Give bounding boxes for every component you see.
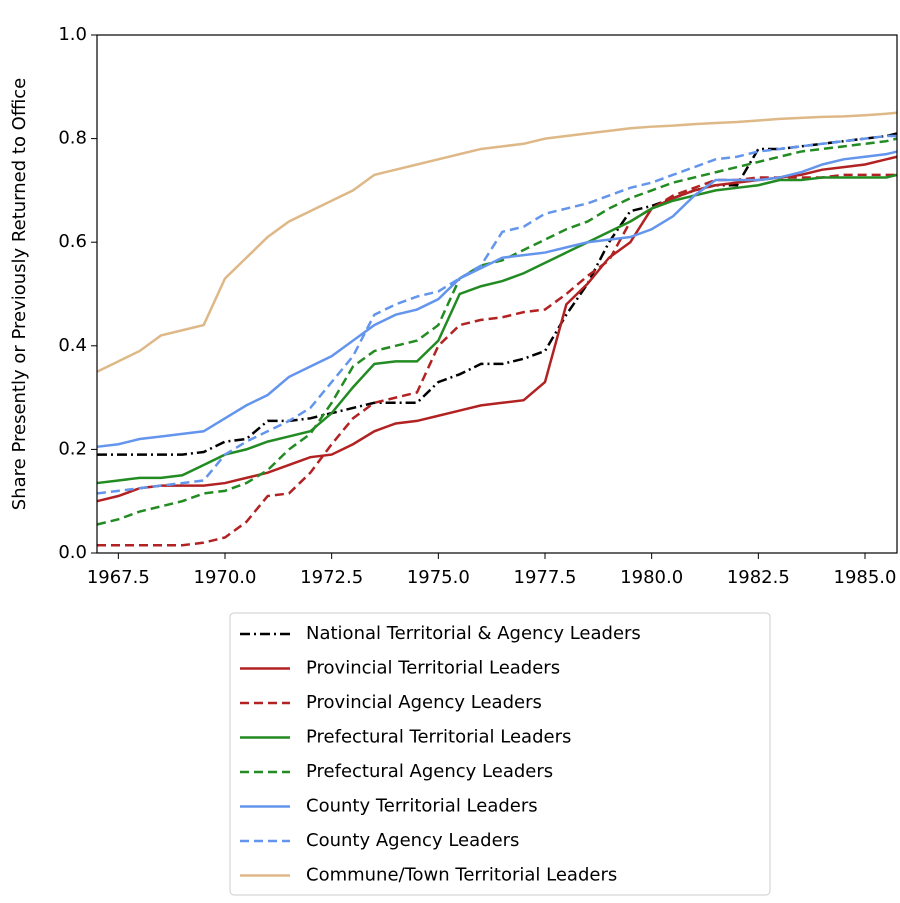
legend-label: Prefectural Territorial Leaders bbox=[306, 727, 571, 748]
series-line bbox=[96, 137, 898, 526]
x-tick-label: 1982.5 bbox=[727, 567, 790, 588]
y-tick-label: 0.6 bbox=[58, 231, 87, 252]
series-line bbox=[96, 155, 898, 503]
y-tick-label: 0.0 bbox=[58, 542, 87, 563]
x-tick-label: 1977.5 bbox=[514, 567, 577, 588]
series-line bbox=[96, 111, 898, 373]
legend-box bbox=[229, 612, 771, 896]
plot-frame bbox=[96, 34, 898, 554]
legend-label: Commune/Town Territorial Leaders bbox=[306, 865, 617, 886]
x-tick-label: 1975.0 bbox=[407, 567, 470, 588]
legend-label: Prefectural Agency Leaders bbox=[306, 761, 553, 782]
x-tick-label: 1972.5 bbox=[300, 567, 363, 588]
x-tick-label: 1985.0 bbox=[834, 567, 897, 588]
series-line bbox=[96, 134, 897, 495]
x-tick-label: 1967.5 bbox=[87, 567, 150, 588]
y-axis-label: Share Presently or Previously Returned t… bbox=[9, 78, 30, 510]
y-tick-label: 1.0 bbox=[58, 24, 87, 45]
legend-label: County Agency Leaders bbox=[306, 830, 519, 851]
legend-label: National Territorial & Agency Leaders bbox=[306, 623, 641, 644]
legend-label: Provincial Agency Leaders bbox=[306, 692, 542, 713]
series-line bbox=[97, 132, 898, 456]
y-tick-label: 0.4 bbox=[58, 335, 87, 356]
y-tick-label: 0.2 bbox=[58, 438, 87, 459]
x-tick-label: 1980.0 bbox=[620, 567, 683, 588]
legend-label: County Territorial Leaders bbox=[306, 796, 538, 817]
x-tick-label: 1970.0 bbox=[194, 567, 257, 588]
series-line bbox=[96, 173, 898, 485]
series-line bbox=[96, 150, 898, 449]
y-tick-label: 0.8 bbox=[58, 128, 87, 149]
legend-label: Provincial Territorial Leaders bbox=[306, 658, 560, 679]
series-line bbox=[97, 173, 897, 547]
